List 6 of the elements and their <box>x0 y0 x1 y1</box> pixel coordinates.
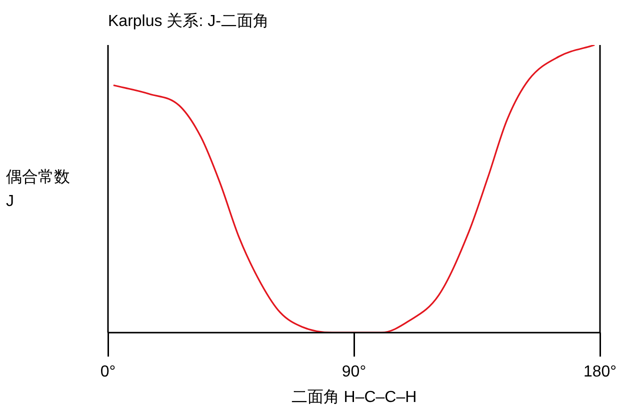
y-axis-title: 偶合常数 J <box>6 168 70 210</box>
x-tick-label: 90° <box>342 364 366 381</box>
x-tick-label: 0° <box>100 364 116 381</box>
chart-title: Karplus 关系: J-二面角 <box>108 12 269 30</box>
x-tick-label: 180° <box>583 364 617 381</box>
x-axis-title: 二面角 H–C–C–H <box>291 388 417 406</box>
